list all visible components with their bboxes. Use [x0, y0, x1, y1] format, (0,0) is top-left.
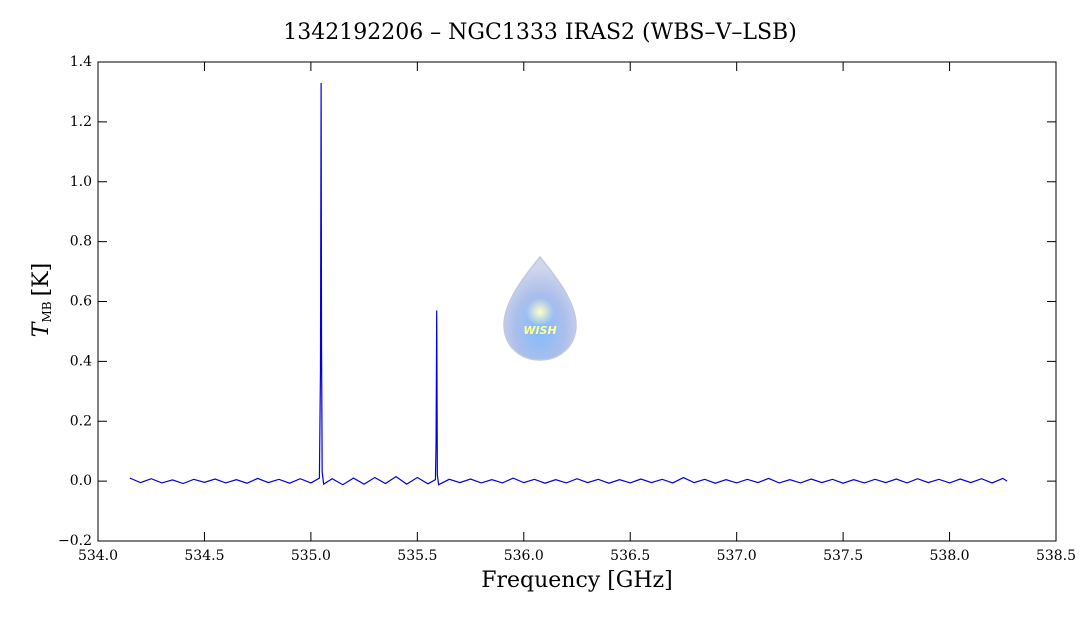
spectrum-line	[129, 82, 1008, 486]
y-axis-subscript: MB	[40, 301, 54, 322]
y-tick-label: 0.6	[70, 294, 92, 310]
x-tick-label: 534.0	[78, 548, 118, 564]
y-tick-label: 0.4	[70, 353, 92, 369]
y-tick-label: 0.8	[70, 234, 92, 250]
x-tick-label: 538.5	[1036, 548, 1076, 564]
chart-title: 1342192206 – NGC1333 IRAS2 (WBS–V–LSB)	[283, 20, 797, 45]
x-tick-label: 538.0	[930, 548, 970, 564]
y-axis-title: TMB [K]	[29, 263, 54, 337]
x-tick-label: 536.5	[610, 548, 650, 564]
x-tick-label: 534.5	[184, 548, 224, 564]
x-tick-label: 535.0	[291, 548, 331, 564]
x-tick-label: 535.5	[397, 548, 437, 564]
y-tick-label: 1.0	[70, 174, 92, 190]
logo-star	[526, 298, 554, 326]
watermark-text: WISH	[523, 324, 556, 337]
x-tick-label: 536.0	[504, 548, 544, 564]
x-axis-title: Frequency [GHz]	[481, 568, 673, 593]
x-tick-label: 537.0	[717, 548, 757, 564]
plot-frame	[97, 61, 1057, 542]
y-axis-unit: [K]	[29, 263, 54, 297]
y-tick-label: 1.4	[70, 54, 92, 70]
y-tick-label: 1.2	[70, 114, 92, 130]
x-tick-label: 537.5	[823, 548, 863, 564]
y-axis-symbol: T	[29, 320, 54, 337]
y-tick-label: 0.2	[70, 413, 92, 429]
y-tick-label: −0.2	[58, 533, 92, 549]
watermark-logo: WISH	[503, 255, 577, 361]
y-tick-label: 0.0	[70, 473, 92, 489]
